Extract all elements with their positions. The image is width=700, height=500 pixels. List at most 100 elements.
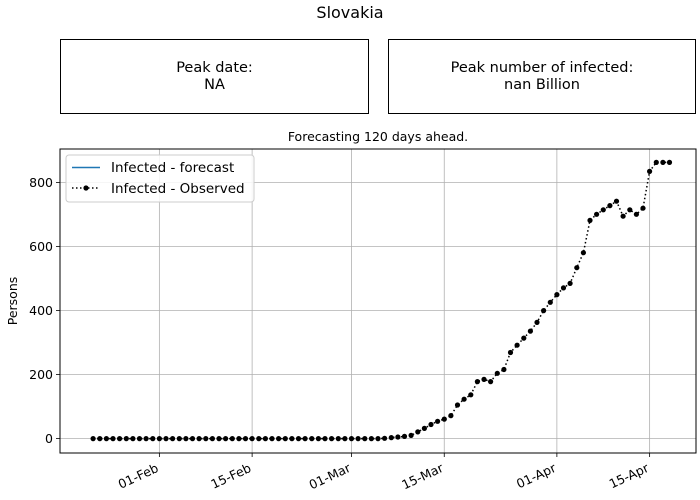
observed-data-point <box>262 436 268 442</box>
peak-date-label: Peak date: <box>176 59 253 76</box>
observed-data-point <box>501 366 507 373</box>
x-tick-label: 01-Apr <box>514 460 559 492</box>
observed-data-point <box>143 436 149 442</box>
observed-data-point <box>242 436 249 442</box>
observed-data-point <box>494 370 500 376</box>
observed-data-point <box>355 436 361 442</box>
observed-data-point <box>309 436 315 442</box>
observed-data-point <box>322 436 328 442</box>
observed-data-point <box>640 205 646 211</box>
observed-data-point <box>335 436 341 442</box>
observed-data-point <box>90 436 96 442</box>
observed-data-point <box>435 418 441 424</box>
x-tick-label: 15-Mar <box>399 460 446 493</box>
observed-data-point <box>401 433 408 439</box>
observed-data-point <box>315 436 321 442</box>
legend-observed-label: Infected - Observed <box>111 181 245 197</box>
observed-data-point <box>276 436 282 442</box>
observed-series-line <box>93 161 670 440</box>
x-tick-label: 15-Apr <box>607 460 652 492</box>
observed-data-point <box>170 436 176 442</box>
observed-data-point <box>203 436 209 442</box>
legend-observed-marker <box>83 185 89 191</box>
observed-data-point <box>454 402 461 408</box>
observed-data-point <box>474 379 480 385</box>
page-title: Slovakia <box>316 3 384 22</box>
observed-data-point <box>660 159 666 165</box>
observed-data-point <box>209 436 215 442</box>
observed-data-point <box>382 435 388 441</box>
observed-data-point <box>289 436 295 442</box>
observed-data-point <box>249 436 255 442</box>
peak-number-box: Peak number of infected: nan Billion <box>388 39 696 114</box>
observed-data-point <box>647 168 653 174</box>
observed-data-point <box>216 436 222 442</box>
observed-data-point <box>362 436 368 442</box>
axis-layer: 01-Feb 15-Feb 01-Mar 15-Mar 01-Apr 15-Apr 0 200… <box>29 175 652 492</box>
observed-data-point <box>348 436 355 442</box>
observed-data-point <box>150 436 156 442</box>
plot-frame <box>59 148 697 454</box>
observed-data-point <box>620 213 626 219</box>
observed-data-point <box>633 211 640 217</box>
x-tick-label: 01-Mar <box>307 460 354 493</box>
y-tick-label: 800 <box>29 175 53 190</box>
observed-data-point <box>521 335 527 341</box>
series-layer <box>90 159 673 442</box>
observed-data-point <box>295 436 302 442</box>
observed-data-point <box>534 319 540 325</box>
observed-data-point <box>408 432 414 438</box>
observed-data-point <box>236 436 242 442</box>
legend-frame <box>65 154 255 203</box>
observed-data-point <box>507 349 514 356</box>
observed-data-point <box>574 265 580 271</box>
observed-data-point <box>302 436 308 442</box>
observed-data-point <box>415 429 421 435</box>
observed-data-point <box>514 342 520 348</box>
y-tick-label: 600 <box>29 239 53 254</box>
observed-data-point <box>110 436 116 442</box>
observed-data-point <box>554 292 560 298</box>
observed-data-point <box>375 436 381 442</box>
observed-data-point <box>189 436 196 442</box>
peak-number-value: nan Billion <box>504 76 580 93</box>
observed-data-point <box>600 207 606 213</box>
observed-data-point <box>421 425 427 431</box>
observed-data-point <box>136 436 143 442</box>
observed-data-point <box>163 436 169 442</box>
observed-data-point <box>580 250 587 256</box>
observed-data-point <box>567 280 573 286</box>
observed-data-point <box>594 211 600 217</box>
observed-data-point <box>666 159 673 165</box>
observed-data-point <box>541 308 547 314</box>
observed-data-point <box>329 436 335 442</box>
chart-title: Forecasting 120 days ahead. <box>288 129 468 144</box>
observed-data-point <box>183 436 189 442</box>
observed-data-point <box>448 413 454 419</box>
observed-data-point <box>481 376 487 382</box>
observed-data-point <box>196 436 202 442</box>
legend: Infected - forecast Infected - Observed <box>65 154 255 203</box>
observed-data-point <box>527 328 534 334</box>
observed-data-point <box>103 436 109 442</box>
observed-data-point <box>156 436 162 442</box>
observed-data-point <box>428 421 434 428</box>
observed-data-point <box>342 436 348 442</box>
observed-data-point <box>607 203 613 209</box>
observed-data-point <box>388 435 394 441</box>
observed-data-point <box>117 436 123 442</box>
observed-data-point <box>97 436 103 442</box>
peak-date-value: NA <box>204 76 225 93</box>
x-tick-label: 15-Feb <box>208 460 253 492</box>
observed-data-point <box>229 436 235 442</box>
observed-data-point <box>223 436 229 442</box>
observed-data-point <box>468 392 474 398</box>
observed-data-point <box>560 285 567 291</box>
observed-data-point <box>269 436 275 442</box>
observed-data-point <box>488 379 494 385</box>
observed-data-point <box>256 436 262 442</box>
observed-data-point <box>627 207 633 213</box>
observed-data-point <box>368 436 374 442</box>
observed-data-point <box>653 159 659 165</box>
